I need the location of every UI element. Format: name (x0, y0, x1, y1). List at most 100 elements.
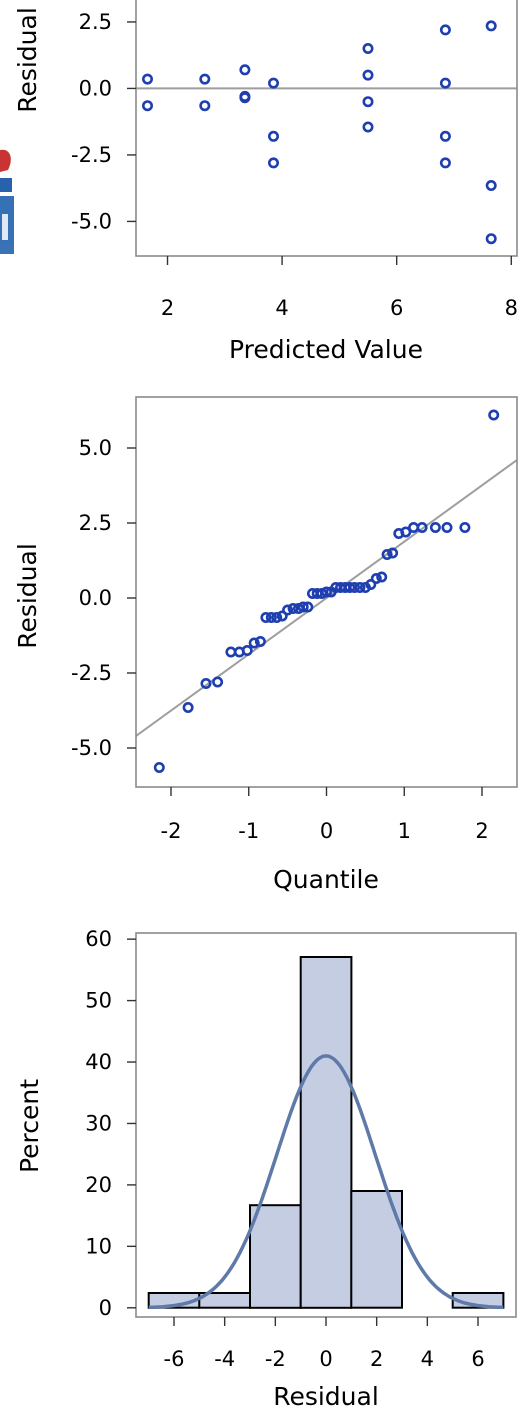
data-point (441, 521, 453, 533)
data-point (381, 548, 393, 560)
x-tick-label: 4 (421, 1347, 434, 1371)
qq-plot-chart: -2 -1 0 1 2 -5.0 -2.5 0.0 2.5 5.0 Quantile Residu… (13, 396, 518, 894)
normal-reference-line (136, 459, 517, 737)
x-tick-label: -2 (265, 1347, 286, 1371)
x-tick-label: -4 (214, 1347, 235, 1371)
data-point (370, 572, 382, 584)
y-axis-title: Residual (13, 543, 42, 649)
data-point (302, 601, 314, 613)
y-tick-label: 50 (85, 989, 112, 1013)
data-point (241, 644, 253, 656)
data-point (485, 233, 497, 245)
data-point (239, 90, 251, 102)
plot-content (136, 20, 517, 245)
data-point (199, 73, 211, 85)
plot-content (147, 956, 505, 1310)
data-point (459, 521, 471, 533)
data-point (365, 578, 377, 590)
x-tick-label: -1 (238, 819, 259, 843)
data-point (348, 581, 360, 593)
y-tick-label: 0 (99, 1296, 112, 1320)
axis-ticks: 2 4 6 8 -5.0 -2.5 0.0 2.5 (71, 10, 518, 320)
x-axis-title: Residual (273, 1382, 379, 1411)
x-tick-label: -6 (164, 1347, 185, 1371)
data-point (429, 521, 441, 533)
data-point (182, 701, 194, 713)
y-tick-label: 2.5 (79, 511, 112, 535)
y-tick-label: 0.0 (79, 586, 112, 610)
data-point (488, 409, 500, 421)
y-tick-label: 10 (85, 1234, 112, 1258)
data-point (485, 180, 497, 192)
y-tick-label: -2.5 (71, 143, 112, 167)
data-point (362, 96, 374, 108)
data-point (387, 547, 399, 559)
x-tick-label: 8 (505, 296, 518, 320)
y-axis-title: Residual (13, 7, 42, 113)
data-point (276, 610, 288, 622)
data-point (376, 571, 388, 583)
data-point (248, 637, 260, 649)
data-point (439, 77, 451, 89)
x-axis-title: Quantile (273, 865, 379, 894)
x-tick-label: 1 (398, 819, 411, 843)
y-tick-label: 0.0 (79, 76, 112, 100)
data-point (267, 77, 279, 89)
data-point (485, 20, 497, 32)
y-tick-label: 5.0 (79, 436, 112, 460)
data-point (199, 100, 211, 112)
normal-density-curve (148, 1054, 504, 1310)
y-tick-label: 20 (85, 1173, 112, 1197)
data-point (260, 611, 272, 623)
plot-frame (135, 0, 518, 257)
y-tick-label: -2.5 (71, 661, 112, 685)
x-tick-label: 2 (370, 1347, 383, 1371)
x-tick-label: 6 (471, 1347, 484, 1371)
histogram-bar (299, 956, 353, 1309)
plot-content (136, 409, 517, 773)
y-tick-label: 2.5 (79, 10, 112, 34)
data-point (271, 611, 283, 623)
plot-area (147, 956, 505, 1310)
y-tick-label: -5.0 (71, 736, 112, 760)
x-tick-label: 0 (319, 1347, 332, 1371)
y-axis-title: Percent (15, 1079, 44, 1173)
plot-area (136, 20, 517, 245)
plot-area (136, 409, 517, 773)
data-point (354, 581, 366, 593)
data-point (362, 69, 374, 81)
data-point (142, 100, 154, 112)
data-point (225, 646, 237, 658)
data-point (439, 157, 451, 169)
data-point (344, 581, 356, 593)
x-tick-label: 0 (320, 819, 333, 843)
data-point (282, 604, 294, 616)
data-point (416, 521, 428, 533)
data-point (239, 64, 251, 76)
data-point (362, 42, 374, 54)
data-point (254, 635, 266, 647)
data-point (400, 526, 412, 538)
data-point (439, 24, 451, 36)
data-point (267, 130, 279, 142)
data-point (142, 73, 154, 85)
y-tick-label: 30 (85, 1111, 112, 1135)
data-point (212, 676, 224, 688)
residual-vs-predicted-chart: 2 4 6 8 -5.0 -2.5 0.0 2.5 Predicted Value Resid… (13, 0, 518, 364)
data-point (265, 611, 277, 623)
data-point (297, 601, 309, 613)
x-tick-label: 4 (275, 296, 288, 320)
data-point (439, 130, 451, 142)
x-axis-title: Predicted Value (229, 335, 423, 364)
data-point (362, 121, 374, 133)
data-point (200, 677, 212, 689)
y-tick-label: -5.0 (71, 209, 112, 233)
y-tick-label: 60 (85, 927, 112, 951)
x-tick-label: 6 (390, 296, 403, 320)
x-tick-label: -2 (161, 819, 182, 843)
logo-icon (0, 149, 14, 254)
